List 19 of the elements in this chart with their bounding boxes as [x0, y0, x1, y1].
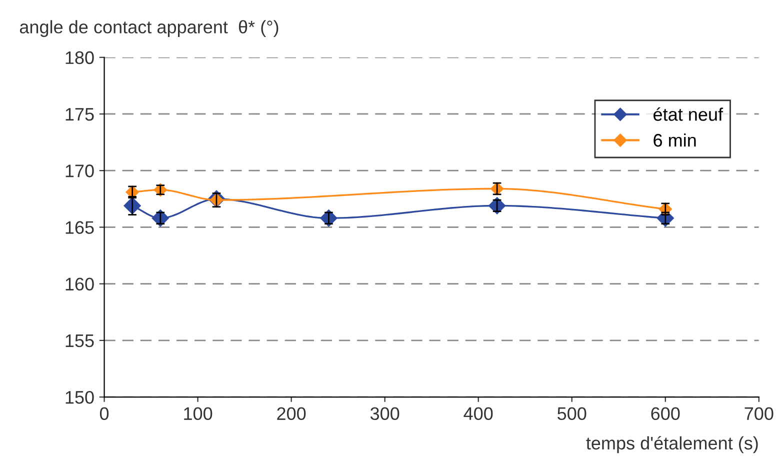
x-tick-label: 200 [277, 407, 306, 420]
legend-label: état neuf [654, 107, 724, 121]
x-tick-label: 100 [184, 407, 212, 420]
y-tick-label: 155 [66, 334, 94, 348]
x-tick-label: 600 [651, 407, 680, 420]
x-axis-title: temps d'étalement (s) [586, 436, 758, 454]
x-tick-label: 300 [370, 407, 400, 420]
x-tick-label: 400 [464, 407, 493, 420]
y-axis-title: angle de contact apparent θ* (°) [20, 20, 278, 37]
y-tick-label: 160 [66, 278, 94, 291]
x-tick-label: 700 [744, 407, 774, 420]
x-tick-label: 500 [558, 407, 586, 420]
y-tick-label: 175 [66, 108, 94, 121]
y-tick-label: 150 [66, 390, 94, 404]
x-tick-label: 0 [100, 407, 109, 420]
y-tick-label: 165 [66, 221, 94, 234]
y-tick-label: 180 [66, 51, 94, 64]
y-tick-label: 170 [66, 164, 94, 178]
legend-label: 6 min [654, 133, 696, 147]
